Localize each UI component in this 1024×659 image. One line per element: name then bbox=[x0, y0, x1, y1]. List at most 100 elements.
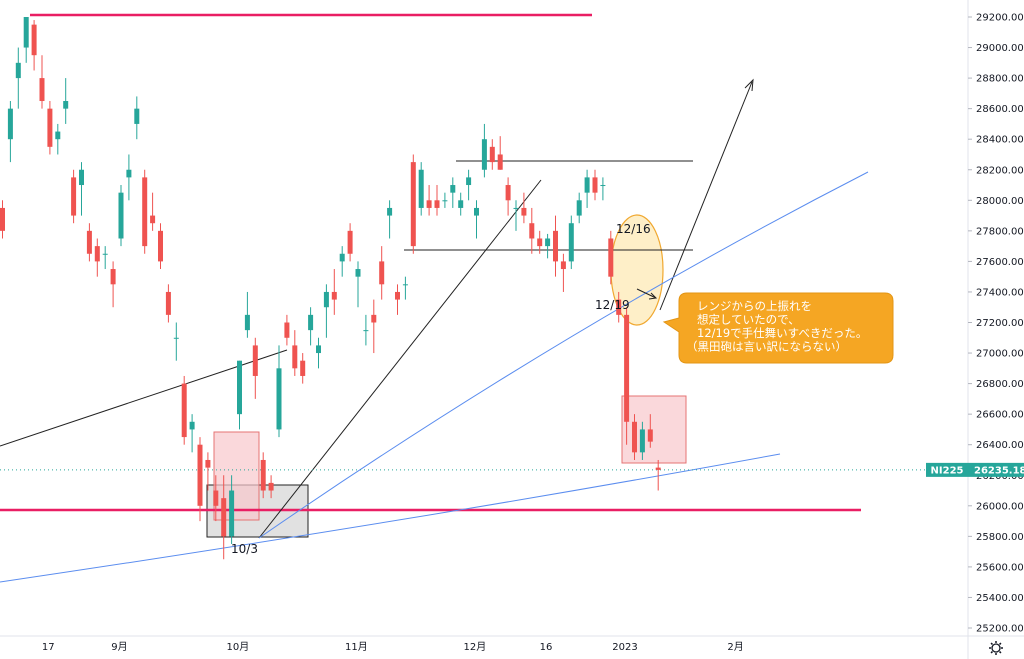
candle[interactable] bbox=[553, 215, 558, 277]
candle[interactable] bbox=[339, 246, 345, 277]
candle[interactable] bbox=[47, 101, 53, 155]
candle[interactable] bbox=[521, 192, 527, 224]
candle[interactable] bbox=[600, 177, 606, 201]
candle[interactable] bbox=[110, 261, 116, 308]
candle[interactable] bbox=[173, 322, 179, 361]
candle[interactable] bbox=[213, 475, 219, 522]
candle[interactable] bbox=[497, 136, 503, 170]
candle[interactable] bbox=[292, 330, 298, 376]
candle[interactable] bbox=[624, 307, 630, 445]
candle[interactable] bbox=[639, 421, 645, 460]
candle[interactable] bbox=[316, 337, 321, 369]
candle[interactable] bbox=[331, 269, 337, 315]
candle-body bbox=[632, 421, 637, 453]
candle-body bbox=[118, 192, 124, 239]
candle[interactable] bbox=[71, 169, 77, 224]
candle[interactable] bbox=[545, 233, 551, 259]
candle[interactable] bbox=[7, 101, 13, 163]
candle[interactable] bbox=[237, 360, 242, 430]
gear-icon-tooth bbox=[999, 642, 1002, 645]
candle[interactable] bbox=[632, 414, 637, 460]
y-axis[interactable]: 25200.00 25400.00 25600.00 25800.00 26000.00… bbox=[968, 13, 1024, 635]
x-tick-label: 2023 bbox=[612, 642, 637, 653]
candle[interactable] bbox=[560, 253, 566, 292]
candle[interactable] bbox=[244, 291, 250, 338]
candle[interactable] bbox=[608, 230, 614, 285]
candle[interactable] bbox=[481, 123, 487, 178]
candle[interactable] bbox=[276, 345, 282, 438]
candle[interactable] bbox=[221, 475, 227, 560]
candle[interactable] bbox=[308, 307, 314, 346]
candle[interactable] bbox=[268, 475, 274, 499]
candle[interactable] bbox=[505, 177, 511, 216]
candle[interactable] bbox=[0, 200, 5, 239]
candle-body bbox=[173, 337, 179, 339]
candle[interactable] bbox=[158, 223, 163, 270]
candle[interactable] bbox=[655, 459, 661, 491]
candle[interactable] bbox=[126, 154, 132, 201]
candle[interactable] bbox=[323, 284, 329, 338]
candle[interactable] bbox=[229, 475, 235, 544]
candle-body bbox=[15, 62, 21, 79]
candle[interactable] bbox=[55, 123, 61, 155]
candle[interactable] bbox=[94, 238, 100, 277]
candle[interactable] bbox=[284, 314, 290, 346]
candle[interactable] bbox=[347, 223, 353, 262]
candle[interactable] bbox=[426, 185, 432, 216]
candle[interactable] bbox=[181, 375, 187, 445]
candle[interactable] bbox=[584, 169, 590, 208]
candle[interactable] bbox=[592, 169, 598, 201]
label-12-16: 12/16 bbox=[616, 222, 651, 236]
candle[interactable] bbox=[410, 154, 416, 254]
candle[interactable] bbox=[489, 139, 495, 170]
candle[interactable] bbox=[118, 185, 124, 247]
candle[interactable] bbox=[189, 414, 195, 453]
candle[interactable] bbox=[379, 246, 385, 300]
candle[interactable] bbox=[387, 200, 393, 239]
y-tick-label: 25400.00 bbox=[976, 593, 1024, 604]
candle[interactable] bbox=[79, 162, 84, 216]
candle[interactable] bbox=[142, 169, 148, 254]
candle[interactable] bbox=[474, 200, 479, 239]
candle[interactable] bbox=[63, 78, 69, 124]
candle[interactable] bbox=[150, 192, 156, 231]
candle[interactable] bbox=[252, 337, 258, 399]
candle[interactable] bbox=[197, 437, 203, 522]
candle[interactable] bbox=[86, 223, 92, 262]
candle[interactable] bbox=[647, 414, 653, 448]
candle[interactable] bbox=[15, 47, 21, 109]
candle-body bbox=[189, 421, 195, 430]
candle[interactable] bbox=[39, 55, 45, 109]
candle[interactable] bbox=[205, 452, 211, 491]
candle[interactable] bbox=[529, 207, 535, 254]
candle[interactable] bbox=[418, 162, 424, 216]
candle[interactable] bbox=[458, 192, 464, 216]
candle[interactable] bbox=[513, 200, 519, 231]
candle[interactable] bbox=[616, 291, 622, 323]
gear-icon[interactable] bbox=[989, 641, 1003, 655]
candle[interactable] bbox=[395, 284, 400, 315]
candle[interactable] bbox=[260, 452, 266, 499]
candle[interactable] bbox=[466, 169, 472, 201]
candle[interactable] bbox=[355, 261, 361, 308]
candle-body bbox=[387, 207, 393, 216]
candle[interactable] bbox=[402, 276, 408, 300]
candle[interactable] bbox=[576, 192, 582, 224]
candle[interactable] bbox=[31, 20, 37, 71]
x-axis[interactable]: 17 9月 10月 11月 12月 16 2023 2月 bbox=[42, 641, 1003, 655]
candles[interactable] bbox=[0, 17, 661, 560]
candle[interactable] bbox=[450, 177, 456, 208]
candle[interactable] bbox=[434, 185, 440, 216]
candle[interactable] bbox=[371, 299, 377, 354]
candle[interactable] bbox=[537, 230, 543, 254]
candle[interactable] bbox=[300, 353, 306, 384]
candle[interactable] bbox=[102, 246, 108, 270]
candle[interactable] bbox=[134, 96, 140, 140]
candle[interactable] bbox=[568, 215, 574, 270]
candle[interactable] bbox=[363, 314, 369, 346]
candle[interactable] bbox=[442, 192, 448, 208]
candle[interactable] bbox=[165, 284, 171, 323]
candle[interactable] bbox=[23, 17, 29, 63]
